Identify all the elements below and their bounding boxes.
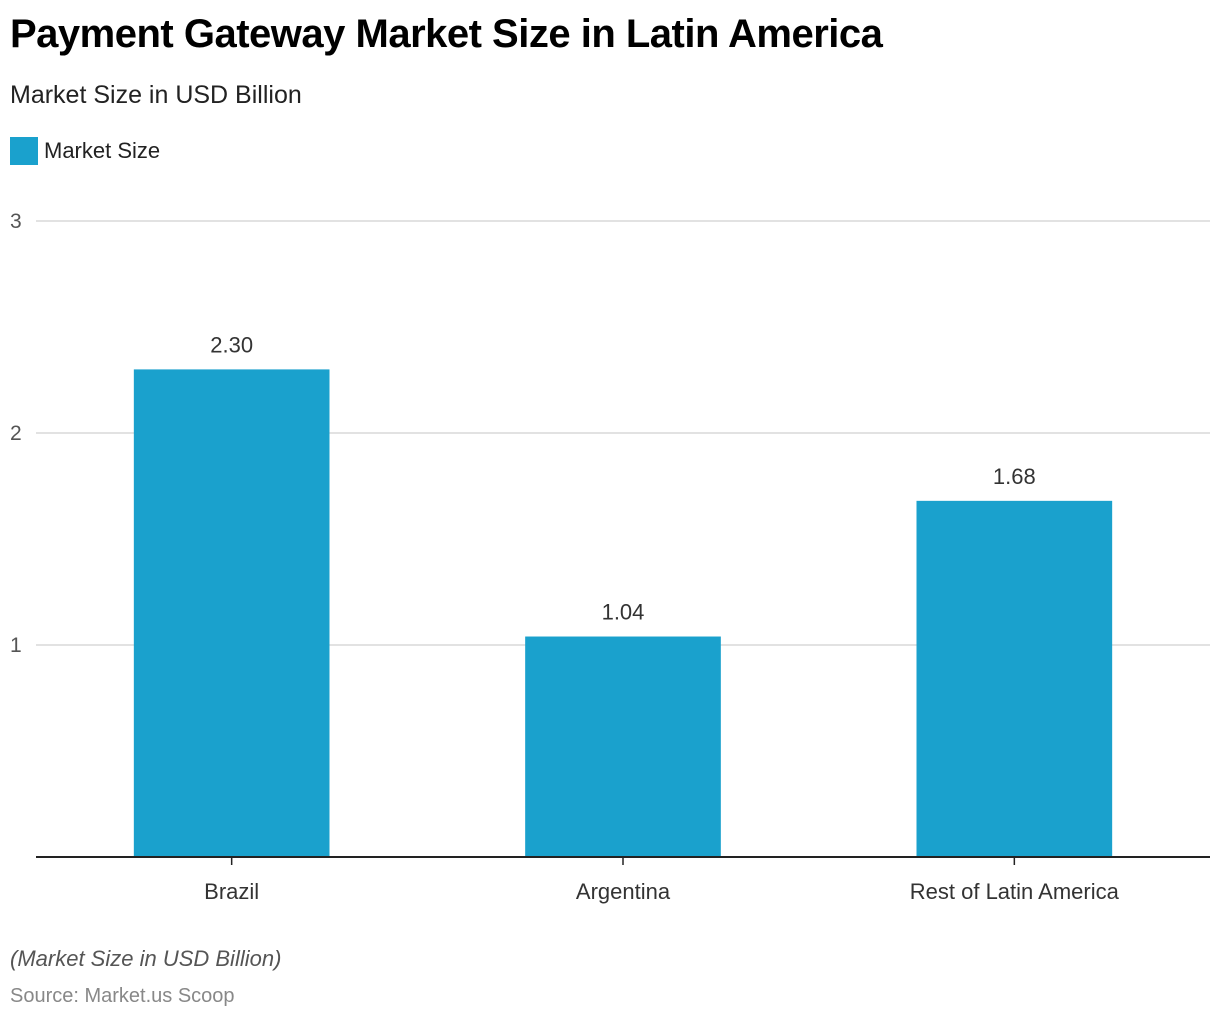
bar-value-label: 1.04 [602,600,645,625]
x-axis-labels: Brazil Argentina Rest of Latin America [204,879,1119,904]
legend-label: Market Size [44,138,161,163]
bar-value-label: 2.30 [210,332,253,357]
y-axis-ticks: 1 2 3 [10,210,22,657]
x-axis [36,856,1210,865]
bar [133,369,330,857]
bar [916,500,1113,857]
y-tick-label: 1 [10,634,22,657]
y-tick-label: 2 [10,422,22,445]
footnote: (Market Size in USD Billion) [10,946,282,971]
chart-subtitle: Market Size in USD Billion [10,81,302,109]
bars [133,369,1113,857]
source-note: Source: Market.us Scoop [10,985,235,1007]
legend: Market Size [10,137,160,165]
x-tick-label: Brazil [204,879,259,904]
bar [525,636,721,857]
x-tick-label: Argentina [576,879,671,904]
chart-title: Payment Gateway Market Size in Latin Ame… [10,12,883,56]
y-tick-label: 3 [10,210,22,233]
x-tick-label: Rest of Latin America [910,879,1120,904]
data-labels: 2.30 1.04 1.68 [210,332,1035,624]
legend-swatch [10,137,38,165]
bar-value-label: 1.68 [993,464,1036,489]
